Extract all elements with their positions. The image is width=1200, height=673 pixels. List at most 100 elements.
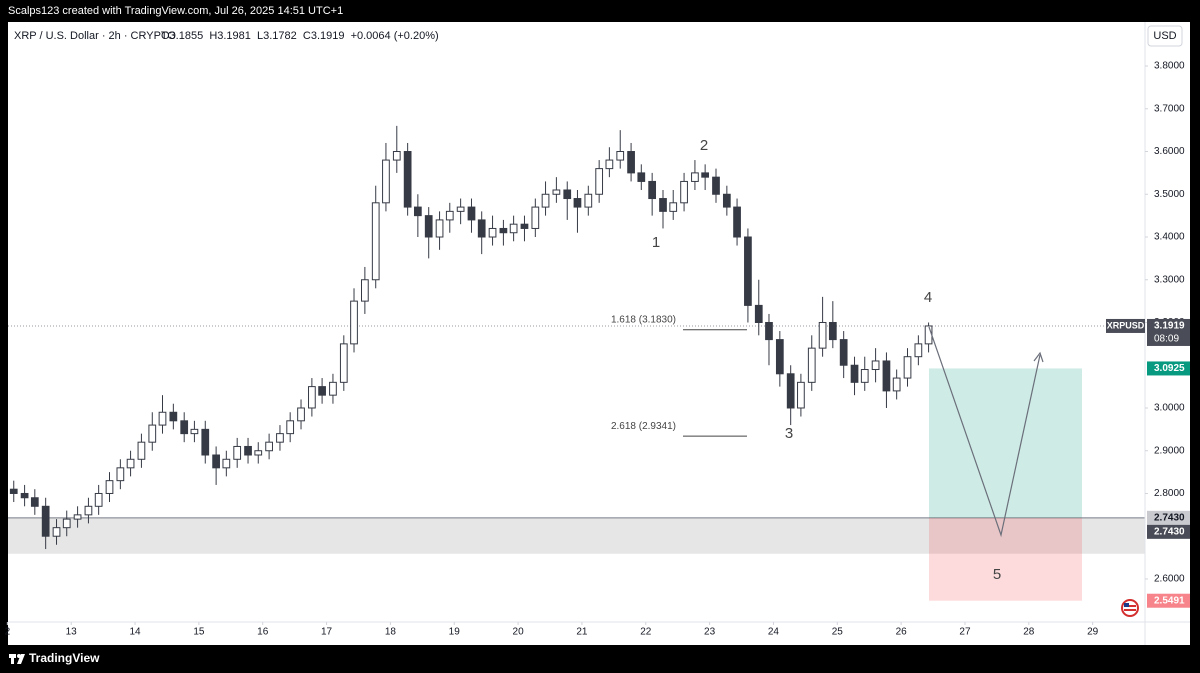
projection-path [928, 326, 1041, 538]
y-tick-label: 3.3000 [1154, 274, 1185, 285]
countdown-label: 08:09 [1154, 334, 1179, 345]
candle-body [839, 339, 848, 366]
profit-zone [929, 368, 1082, 518]
x-tick-label: 29 [1087, 627, 1099, 638]
x-tick-label: 26 [896, 627, 908, 638]
candle-body [20, 492, 29, 499]
x-tick-label: 19 [449, 627, 461, 638]
projection-arrowhead [1033, 351, 1044, 363]
candle-body [903, 356, 912, 379]
brand-name: TradingView [29, 651, 100, 665]
candle-body [9, 488, 18, 494]
candle-body [850, 364, 859, 383]
fib-label: 2.618 (2.9341) [611, 421, 676, 432]
candle-body [765, 321, 773, 341]
candle-body [94, 492, 103, 507]
y-tick-label: 3.5000 [1154, 189, 1185, 200]
candle-body [392, 151, 401, 161]
support-zone [8, 517, 1145, 554]
brand-logo: TradingView [9, 651, 100, 665]
candle-body [297, 407, 305, 422]
candle-body [52, 527, 61, 537]
candle-body [531, 206, 540, 229]
candle-body [233, 445, 242, 460]
price-tag [1147, 593, 1190, 608]
price-tag [1147, 318, 1190, 346]
wave-label: 3 [785, 425, 793, 442]
candle-body [180, 420, 189, 435]
candle-body [169, 411, 178, 422]
candle-body [605, 159, 614, 170]
y-tick-label: 3.7000 [1154, 103, 1185, 114]
currency-button[interactable] [1147, 25, 1183, 47]
candle-body [41, 505, 50, 537]
flag-circle [1121, 599, 1139, 617]
candle-body [318, 386, 326, 396]
ohlc-legend: O3.1855 H3.1981 L3.1782 C3.1919 +0.0064 … [161, 30, 439, 42]
y-tick-label: 3.8000 [1154, 61, 1185, 72]
candle-body [541, 193, 550, 208]
y-tick-label: 2.8000 [1154, 488, 1185, 499]
y-tick-label: 3.0000 [1154, 403, 1185, 414]
price-tag-label: 2.7430 [1154, 512, 1185, 523]
candle-body [413, 206, 422, 217]
y-tick-label: 3.6000 [1154, 146, 1185, 157]
candle-body [871, 360, 880, 371]
logo-mark [17, 654, 25, 664]
wave-label: 2 [700, 137, 708, 154]
candle-body [212, 454, 220, 469]
candle-body [445, 210, 454, 221]
candle-body [691, 172, 699, 182]
price-tag-label: 3.1919 [1154, 321, 1185, 332]
price-tag-label: 2.5491 [1154, 595, 1185, 606]
candle-body [807, 347, 816, 383]
x-tick-label: 14 [129, 627, 141, 638]
candle-body [350, 300, 358, 345]
plot-layer: 1.618 (3.1830) 2.618 (2.9341) [8, 125, 1145, 601]
candle-body [637, 172, 646, 182]
symbol-title: XRP / U.S. Dollar · 2h · CRYPTO [14, 30, 176, 42]
candle-body [722, 193, 731, 208]
symbol-tag-label: XRPUSD [1107, 320, 1145, 330]
candle-body [73, 514, 82, 520]
price-tag [1147, 361, 1190, 376]
candle-body [754, 304, 763, 323]
symbol-tag [1106, 318, 1145, 333]
candle-body [882, 360, 891, 392]
candle-body [892, 377, 901, 392]
candle-body [424, 215, 433, 238]
flag-icon [1121, 599, 1139, 617]
candle-body [595, 168, 604, 195]
candle-body [786, 373, 795, 409]
candle-body [563, 189, 572, 200]
candle-body [84, 505, 93, 516]
candle-body [371, 202, 380, 281]
candle-body [105, 480, 114, 494]
candle-body [659, 198, 667, 212]
candle-body [669, 202, 678, 212]
wave-label: 1 [652, 234, 660, 251]
candle-body [477, 219, 486, 238]
candle-body [222, 458, 231, 469]
x-tick-label: 2 [5, 627, 11, 638]
candle-body [308, 386, 316, 409]
wave-label: 4 [924, 289, 932, 306]
header-caption: Scalps123 created with TradingView.com, … [8, 5, 343, 17]
x-tick-label: 27 [959, 627, 971, 638]
candle-body [775, 339, 784, 375]
candle-body [265, 441, 273, 452]
currency-label[interactable]: USD [1153, 30, 1176, 42]
loss-zone [929, 517, 1082, 601]
candle-body [552, 189, 561, 195]
candle-body [584, 193, 593, 208]
x-tick-label: 22 [640, 627, 652, 638]
candle-body [244, 445, 252, 456]
candle-body [339, 343, 348, 383]
candle-body [627, 151, 635, 174]
x-tick-label: 25 [832, 627, 844, 638]
candle-body [361, 279, 369, 302]
candle-body [435, 219, 444, 238]
candle-body [201, 428, 210, 456]
x-tick-label: 18 [385, 627, 397, 638]
